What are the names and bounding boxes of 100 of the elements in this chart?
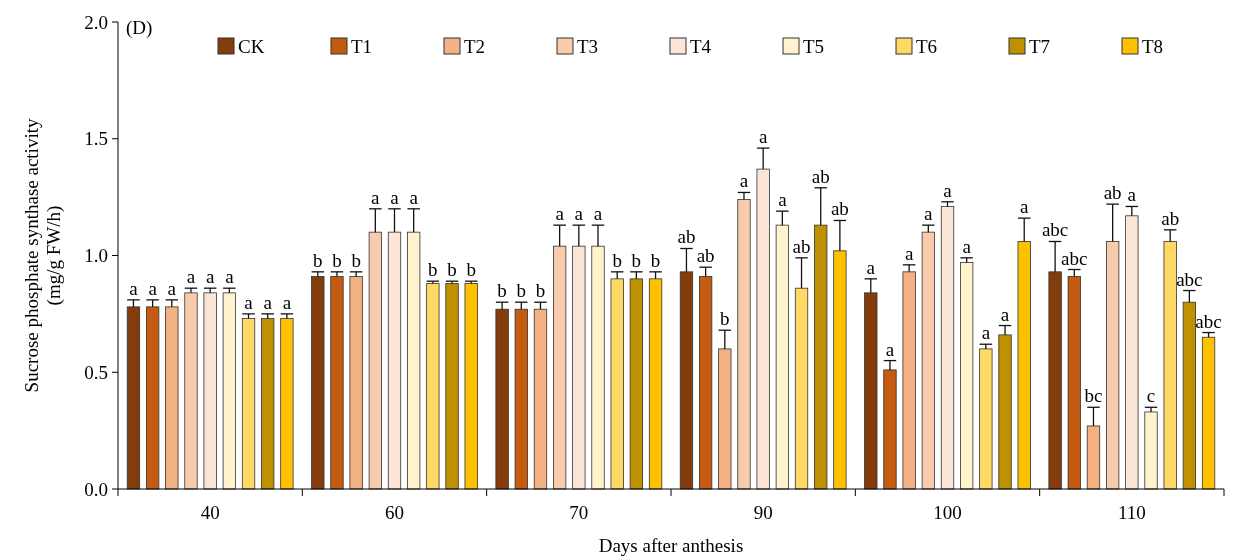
data-label: a [555, 203, 565, 225]
data-label: a [981, 322, 991, 344]
bar [126, 306, 141, 490]
data-label: ab [677, 226, 696, 248]
bar [883, 369, 897, 490]
bar [387, 231, 402, 490]
data-label: a [962, 235, 972, 257]
legend-label: T7 [1029, 35, 1051, 57]
bar [146, 306, 160, 490]
bar [756, 168, 770, 490]
bar [241, 318, 256, 490]
data-label: b [351, 249, 361, 271]
bar [775, 224, 789, 490]
bar [1144, 411, 1158, 490]
legend-label: T3 [577, 35, 599, 57]
x-tick-label: 90 [753, 502, 773, 523]
bar [699, 276, 713, 490]
bar [794, 287, 809, 490]
bar [280, 318, 294, 490]
bar [1163, 241, 1177, 490]
bar [864, 292, 878, 490]
x-axis-title: Days after anthesis [598, 535, 744, 556]
bar [902, 271, 916, 490]
data-label: a [1000, 303, 1010, 325]
bar [1048, 271, 1062, 490]
bar [679, 271, 694, 490]
data-label: a [739, 170, 749, 192]
data-label: abc [1061, 247, 1088, 269]
data-label: b [466, 259, 476, 281]
legend-label: T4 [690, 35, 712, 57]
bar [1201, 336, 1216, 490]
data-label: b [497, 280, 507, 302]
data-label: a [943, 179, 953, 201]
bar [464, 283, 478, 490]
bar [184, 292, 198, 490]
legend-label: T6 [916, 35, 938, 57]
bar [1067, 276, 1081, 490]
y-tick-label: 1.5 [84, 128, 108, 150]
y-tick-label: 0.5 [84, 361, 108, 383]
data-label: a [390, 186, 400, 208]
bar [572, 245, 586, 490]
bar [1106, 241, 1120, 490]
bar [591, 245, 605, 490]
data-label: a [244, 291, 254, 313]
data-label: a [1127, 184, 1137, 206]
bar [1017, 241, 1031, 490]
data-label: ab [811, 165, 830, 187]
bar [553, 245, 567, 490]
data-label: ab [830, 198, 849, 220]
bar [514, 308, 528, 490]
bar [921, 231, 935, 490]
bar [940, 206, 955, 490]
data-label: b [332, 249, 342, 271]
legend-label: CK [238, 35, 265, 57]
data-label: a [282, 291, 292, 313]
data-label: b [447, 259, 457, 281]
bar [407, 231, 421, 490]
data-label: a [1020, 196, 1029, 218]
y-tick-label: 2.0 [84, 11, 108, 33]
bar [165, 306, 179, 490]
data-label: a [574, 203, 584, 225]
data-label: a [225, 266, 235, 288]
data-label: b [428, 259, 438, 281]
data-label: a [409, 186, 419, 208]
bar [330, 276, 344, 490]
bar [203, 292, 217, 490]
x-tick-label: 110 [1117, 502, 1146, 523]
data-label: b [650, 249, 661, 271]
legend-label: T8 [1142, 35, 1164, 57]
x-tick-label: 70 [569, 502, 589, 523]
data-label: a [758, 126, 768, 148]
bar [1086, 425, 1101, 490]
bar [648, 278, 663, 490]
bar [629, 278, 643, 490]
data-label: abc [1195, 310, 1222, 332]
x-tick-label: 100 [933, 502, 962, 523]
bar [368, 231, 382, 490]
bar [998, 334, 1012, 490]
y-axis-title: Sucrose phosphate synthase activity (mg/g FW/h) [21, 118, 65, 393]
bar [833, 250, 847, 490]
data-label: bc [1084, 385, 1103, 407]
data-label: b [535, 280, 546, 302]
data-label: a [263, 291, 273, 313]
data-label: b [313, 249, 323, 271]
bar [814, 224, 828, 490]
data-label: a [167, 277, 177, 299]
bar [311, 276, 325, 490]
x-tick-label: 40 [200, 502, 220, 523]
data-label: ab [696, 245, 715, 267]
bar [222, 292, 236, 490]
legend-label: T1 [351, 35, 373, 57]
bar [533, 308, 548, 490]
data-label: a [885, 338, 895, 360]
bar [737, 199, 751, 490]
bar [1182, 301, 1197, 490]
bar [960, 262, 974, 490]
data-label: a [205, 266, 215, 288]
data-label: a [593, 203, 603, 225]
data-label: a [778, 189, 788, 211]
legend-label: T5 [803, 35, 825, 57]
